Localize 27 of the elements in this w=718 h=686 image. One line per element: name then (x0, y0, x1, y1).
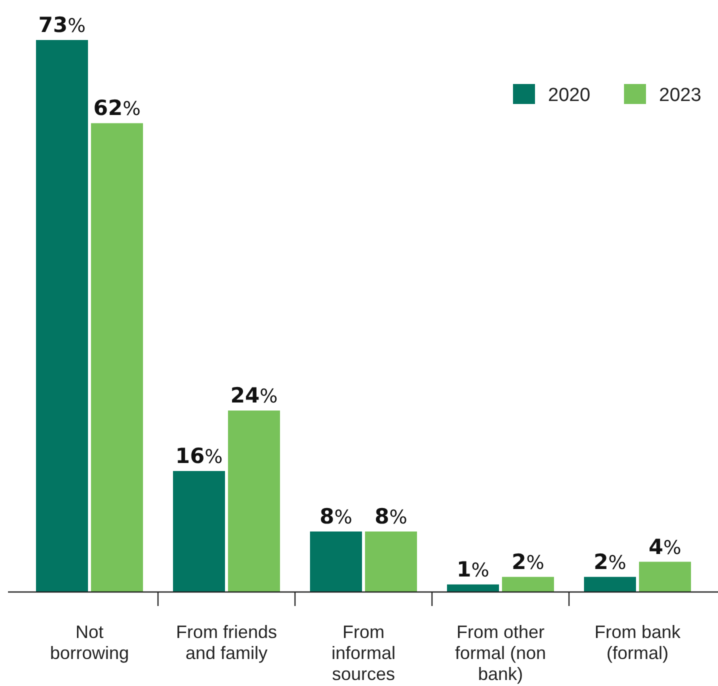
bar (639, 562, 691, 592)
data-label: 1% (456, 557, 490, 582)
bar (584, 576, 636, 592)
bar (447, 584, 499, 592)
x-tick-label: From informal sources (331, 622, 396, 684)
data-label: 62% (93, 96, 141, 120)
data-label: 2% (594, 550, 626, 574)
data-label: 4% (648, 534, 682, 559)
data-label: 8% (320, 504, 352, 529)
data-label: 24% (230, 384, 278, 408)
legend-label: 2023 (659, 85, 702, 106)
x-tick-label: From friends and family (176, 622, 278, 663)
bar (173, 471, 225, 592)
x-tick-label: Not borrowing (50, 622, 130, 663)
legend-label: 2020 (548, 85, 590, 106)
bar (36, 40, 88, 592)
x-tick-label: From other formal (non bank) (454, 622, 546, 684)
data-label: 2% (512, 550, 544, 574)
bar (310, 532, 362, 592)
data-label: 16% (175, 444, 223, 468)
data-label: 73% (38, 13, 86, 37)
bar (91, 123, 143, 592)
bar (228, 410, 280, 592)
bar (502, 576, 554, 592)
data-label: 8% (374, 504, 408, 529)
bar (365, 532, 417, 592)
x-tick-label: From bank (formal) (594, 622, 682, 663)
